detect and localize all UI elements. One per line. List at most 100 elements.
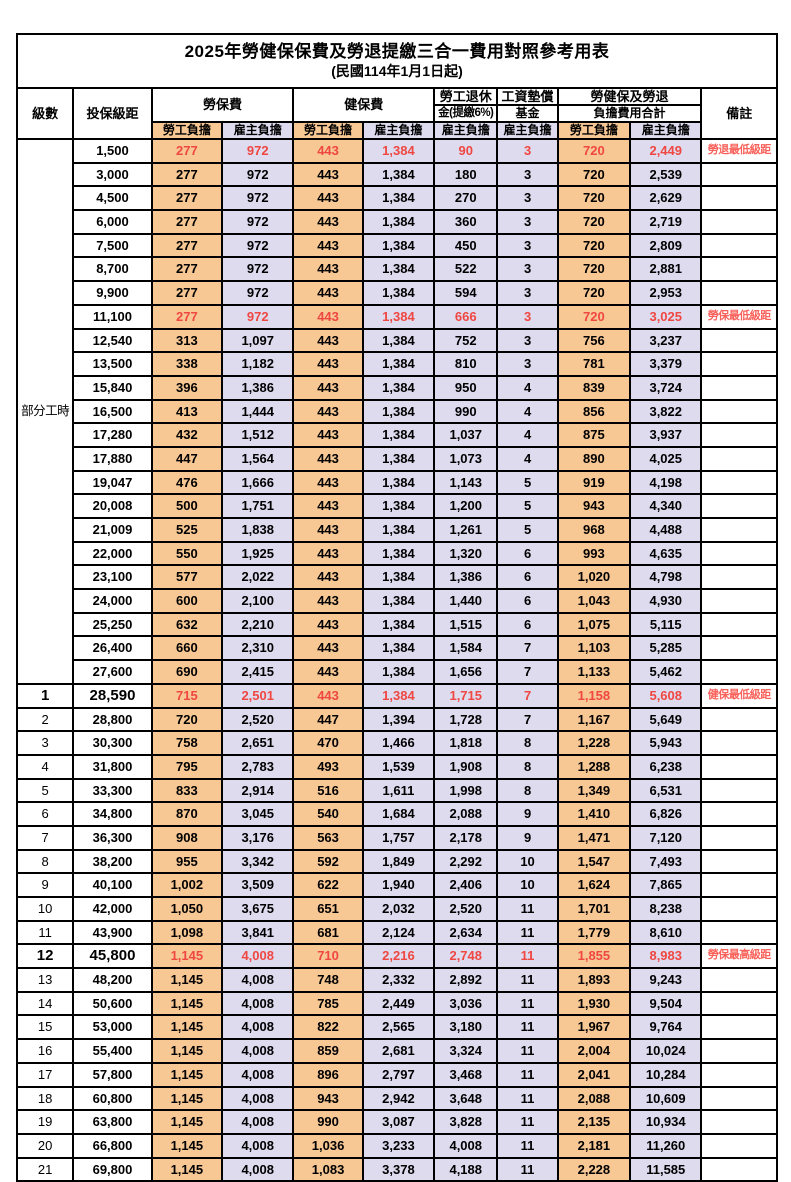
health-employee-cell: 443 [292,209,364,235]
wage-fund-employer-cell: 11 [496,1109,559,1135]
bracket-cell: 24,000 [72,588,153,614]
health-employer-cell: 2,565 [361,1014,436,1041]
total-employer-cell: 2,449 [629,138,703,164]
pension-employer-cell: 666 [433,303,499,330]
total-employer-cell: 5,943 [629,730,703,756]
level-cell: 8 [15,848,75,875]
health-employer-cell: 1,384 [361,256,436,283]
health-employer-cell: 1,384 [361,445,436,472]
level-cell: 15 [15,1014,75,1041]
health-employee-cell: 443 [292,327,364,354]
total-employer-cell: 2,881 [629,256,703,283]
pension-employer-cell: 2,292 [433,848,499,875]
total-employee-cell: 890 [556,445,632,472]
wage-fund-employer-cell: 3 [496,256,559,283]
total-employee-cell: 2,088 [556,1085,632,1112]
remark-cell [700,351,778,377]
level-cell: 19 [15,1109,75,1135]
health-employer-cell: 1,384 [361,303,436,330]
bracket-cell: 11,100 [72,303,153,330]
total-employer-cell: 4,340 [629,493,703,519]
level-cell: 6 [15,801,75,827]
health-employer-cell: 2,681 [361,1038,436,1064]
labor-employee-cell: 660 [150,635,224,662]
table-row: 4 31,800 795 2,783 493 1,539 1,908 8 1,288 6,238 [15,753,778,780]
labor-employer-cell: 2,914 [221,777,295,804]
total-employer-cell: 6,826 [629,801,703,827]
pension-employer-cell: 752 [433,327,499,354]
table-row: 4,500 277 972 443 1,384 270 3 720 2,629 [17,185,778,212]
remark-cell [700,422,778,448]
labor-employer-cell: 2,210 [221,611,295,638]
table-row: 13 48,200 1,145 4,008 748 2,332 2,892 11 1,893 9,… [15,967,778,993]
pension-employer-cell: 2,088 [433,801,499,827]
health-employer-cell: 1,384 [361,540,436,567]
total-employee-cell: 856 [556,398,632,425]
wage-fund-employer-cell: 8 [496,730,559,756]
health-employer-cell: 1,384 [361,493,436,519]
bracket-cell: 17,280 [72,422,153,448]
level-cell: 3 [15,730,75,756]
total-employee-cell: 720 [556,209,632,235]
health-employee-cell: 443 [292,303,364,330]
health-employee-cell: 681 [292,919,364,946]
table-row: 20,008 500 1,751 443 1,384 1,200 5 943 4,340 [17,493,778,519]
labor-employee-cell: 396 [150,374,224,401]
col-header-pension-line2: 金(提繳6%) [433,104,499,123]
bracket-cell: 16,500 [72,398,153,425]
wage-fund-employer-cell: 4 [496,422,559,448]
labor-employer-cell: 3,841 [221,919,295,946]
table-row: 11 43,900 1,098 3,841 681 2,124 2,634 11 1,779 8,… [15,919,778,946]
bracket-cell: 1,500 [72,138,153,164]
pension-employer-cell: 1,728 [433,706,499,733]
health-employer-cell: 1,384 [361,469,436,496]
total-employer-cell: 5,608 [629,682,703,709]
remark-cell [700,209,778,235]
table-row: 21 69,800 1,145 4,008 1,083 3,378 4,188 11 2,228… [15,1156,778,1182]
health-employee-cell: 785 [292,990,364,1017]
total-employee-cell: 875 [556,422,632,448]
table-row: 8 38,200 955 3,342 592 1,849 2,292 10 1,547 7,493 [15,848,778,875]
wage-fund-employer-cell: 4 [496,374,559,401]
remark-cell [700,801,778,827]
total-employee-cell: 1,855 [556,943,632,970]
wage-fund-employer-cell: 3 [496,185,559,212]
table-row: 17,280 432 1,512 443 1,384 1,037 4 875 3,937 [17,422,778,448]
health-employee-cell: 943 [292,1085,364,1112]
wage-fund-employer-cell: 6 [496,540,559,567]
remark-cell: 勞退最低級距 [700,138,778,164]
wage-fund-employer-cell: 11 [496,1038,559,1064]
pension-employer-cell: 1,143 [433,469,499,496]
pension-employer-cell: 2,748 [433,943,499,970]
health-employee-cell: 443 [292,564,364,591]
col-header-health-insurance: 健保費 [292,87,436,123]
labor-employer-cell: 2,783 [221,753,295,780]
pension-employer-cell: 1,440 [433,588,499,614]
total-employer-cell: 7,120 [629,824,703,851]
col-header-total-line2: 負擔費用合計 [556,104,703,123]
labor-employee-cell: 1,145 [150,1061,224,1088]
pension-employer-cell: 810 [433,351,499,377]
health-employee-cell: 443 [292,422,364,448]
table-row: 25,250 632 2,210 443 1,384 1,515 6 1,075 5,115 [17,611,778,638]
labor-employee-cell: 795 [150,753,224,780]
wage-fund-employer-cell: 6 [496,588,559,614]
bracket-cell: 19,047 [72,469,153,496]
labor-employee-cell: 632 [150,611,224,638]
health-employer-cell: 1,466 [361,730,436,756]
labor-employer-cell: 4,008 [221,1132,295,1159]
labor-employee-cell: 870 [150,801,224,827]
subheader-pension-employer-share: 雇主負擔 [433,121,499,140]
remark-cell [700,493,778,519]
bracket-cell: 40,100 [72,872,153,898]
title-row: 2025年勞健保保費及勞退提繳三合一費用對照參考用表 (民國114年1月1日起) [16,33,778,89]
remark-cell [700,256,778,283]
health-employer-cell: 1,384 [361,564,436,591]
bracket-cell: 20,008 [72,493,153,519]
remark-cell [700,635,778,662]
health-employee-cell: 443 [292,635,364,662]
bracket-cell: 31,800 [72,753,153,780]
subheader-total-employer-share: 雇主負擔 [629,121,703,140]
health-employer-cell: 1,384 [361,682,436,709]
level-cell: 18 [15,1085,75,1112]
